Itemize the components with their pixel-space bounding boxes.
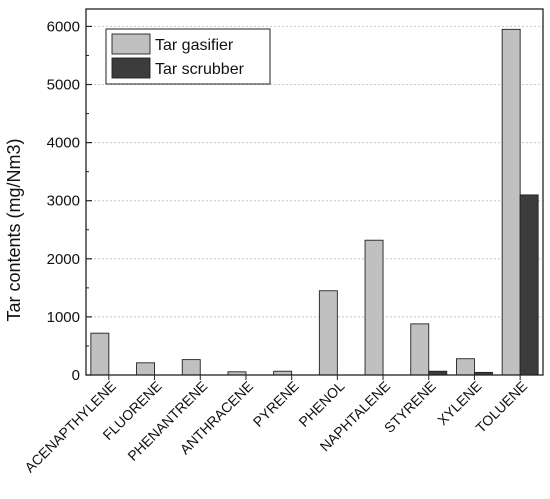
x-axis-category-labels: ACENAPTHYLENEFLUORENEPHENANTRENEANTHRACE…: [21, 375, 530, 475]
bar-tar-gasifier-acenapthylene: [90, 332, 110, 376]
bars: [90, 28, 539, 376]
y-tick-label: 0: [72, 367, 80, 384]
bar-tar-gasifier-phenol: [318, 290, 338, 376]
legend-swatch: [111, 33, 151, 55]
legend-label: Tar gasifier: [155, 37, 234, 54]
y-axis-ticks: 0 1000 2000 3000 4000 5000 6000: [47, 18, 92, 384]
bar-tar-gasifier-toluene: [501, 28, 521, 376]
y-tick-label: 5000: [47, 77, 80, 94]
bar-tar-gasifier-styrene: [410, 323, 430, 376]
bar-tar-gasifier-fluorene: [136, 362, 156, 376]
y-tick-label: 1000: [47, 309, 80, 326]
bar-tar-scrubber-toluene: [519, 194, 539, 376]
y-tick-label: 6000: [47, 18, 80, 35]
y-tick-label: 3000: [47, 193, 80, 210]
bar-tar-gasifier-xylene: [456, 358, 475, 376]
legend-label: Tar scrubber: [155, 61, 245, 78]
y-axis-title: Tar contents (mg/Nm3): [4, 138, 24, 321]
plot-frame: [85, 8, 544, 376]
x-category-label: PYRENE: [250, 378, 302, 430]
y-tick-label: 4000: [47, 135, 80, 152]
bar-tar-gasifier-phenantrene: [181, 359, 201, 376]
bar-tar-gasifier-naphtalene: [364, 239, 384, 376]
gridlines: [86, 25, 543, 318]
legend-swatch: [111, 57, 151, 79]
x-category-label: PHENANTRENE: [124, 378, 210, 464]
legend: Tar gasifier Tar scrubber: [105, 28, 271, 85]
y-tick-label: 2000: [47, 251, 80, 268]
